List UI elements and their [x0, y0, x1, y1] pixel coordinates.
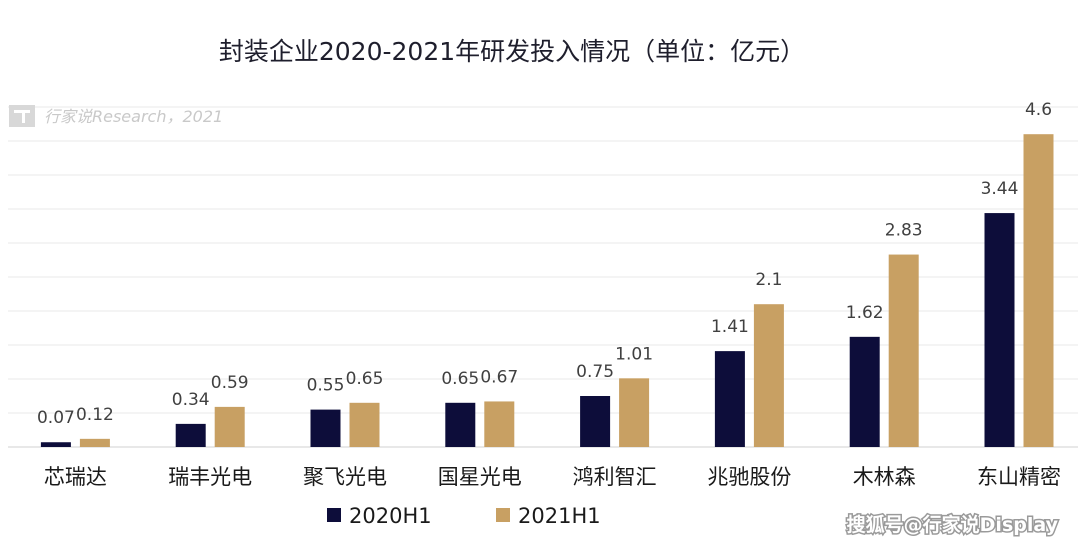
value-label: 0.65 [441, 369, 479, 389]
bar-2020H1 [40, 442, 71, 447]
bar-2020H1 [849, 336, 880, 447]
value-label: 1.62 [846, 303, 884, 323]
category-labels: 芯瑞达 瑞丰光电 聚飞光电 国星光电 鸿利智汇 兆驰股份 木林森 东山精密 [44, 465, 1061, 489]
bar-2021H1 [1023, 134, 1054, 447]
value-label: 1.41 [711, 317, 749, 337]
legend: 2020H1 2021H1 [327, 504, 601, 528]
category-label: 兆驰股份 [707, 465, 791, 489]
bar-2021H1 [79, 438, 110, 447]
watermark-logo: 行家说Research，2021 [9, 105, 223, 127]
category-label: 鸿利智汇 [573, 465, 657, 489]
legend-swatch [327, 508, 341, 522]
legend-label: 2021H1 [518, 504, 601, 528]
bar-2020H1 [175, 423, 206, 447]
legend-label: 2020H1 [349, 504, 432, 528]
bar-2021H1 [214, 406, 245, 447]
value-labels: 0.07 0.120.340.59 0.55 0.65 0.65 0.67 0.751.01… [37, 100, 1052, 428]
category-label: 聚飞光电 [303, 465, 387, 489]
value-label: 4.6 [1025, 100, 1052, 120]
chart-title: 封装企业2020-2021年研发投入情况（单位：亿元） [219, 37, 805, 66]
value-label: 0.55 [307, 376, 345, 396]
value-label: 0.65 [346, 369, 384, 389]
category-label: 国星光电 [438, 465, 522, 489]
credit-watermark: 搜狐号@行家说Display [845, 512, 1060, 538]
logo-icon [9, 105, 35, 127]
value-label: 1.01 [615, 344, 653, 364]
bar-2021H1 [484, 401, 515, 447]
bars [40, 134, 1054, 447]
value-label: 2.1 [755, 270, 782, 290]
value-label: 0.12 [76, 405, 114, 425]
legend-swatch [496, 508, 510, 522]
value-label: 2.83 [885, 221, 923, 241]
bar-2021H1 [619, 378, 650, 447]
bar-2020H1 [310, 409, 341, 447]
value-label: 0.59 [211, 373, 249, 393]
value-label: 0.67 [480, 367, 518, 387]
category-label: 芯瑞达 [44, 465, 107, 489]
category-label: 瑞丰光电 [168, 465, 252, 489]
value-label: 0.75 [576, 362, 614, 382]
bar-2020H1 [714, 351, 745, 447]
bar-2020H1 [984, 213, 1015, 447]
category-label: 木林森 [853, 465, 916, 489]
bar-2021H1 [349, 402, 380, 447]
bar-2021H1 [888, 254, 919, 447]
bar-2021H1 [753, 304, 784, 447]
value-label: 0.07 [37, 408, 75, 428]
watermark-text: 行家说Research，2021 [44, 107, 223, 126]
bar-2020H1 [445, 402, 476, 447]
credit-text: 搜狐号@行家说Display [847, 513, 1059, 536]
category-label: 东山精密 [977, 465, 1061, 489]
value-label: 0.34 [172, 390, 210, 410]
bar-2020H1 [580, 396, 611, 447]
value-label: 3.44 [981, 179, 1019, 199]
